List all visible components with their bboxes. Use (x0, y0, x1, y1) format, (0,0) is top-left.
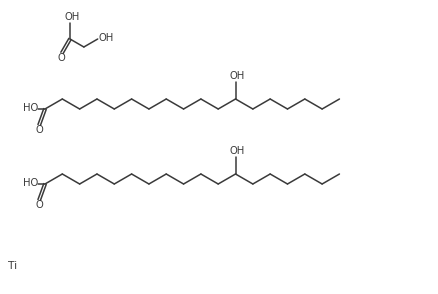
Text: HO: HO (23, 178, 39, 188)
Text: Ti: Ti (8, 261, 17, 271)
Text: OH: OH (230, 71, 244, 81)
Text: HO: HO (23, 103, 39, 113)
Text: O: O (57, 53, 65, 63)
Text: OH: OH (98, 33, 113, 43)
Text: O: O (35, 125, 43, 135)
Text: OH: OH (64, 12, 79, 22)
Text: O: O (35, 200, 43, 210)
Text: OH: OH (230, 146, 244, 156)
